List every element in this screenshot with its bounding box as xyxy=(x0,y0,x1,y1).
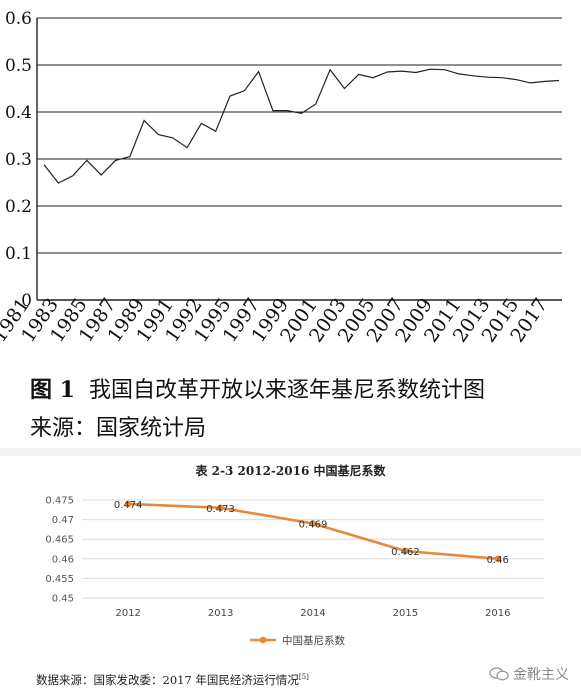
y-tick-label: 0.3 xyxy=(5,150,32,170)
section-divider xyxy=(0,448,581,456)
y-tick-label: 0.455 xyxy=(45,574,74,585)
y-tick-label: 0.475 xyxy=(45,496,74,507)
data-point xyxy=(402,547,409,555)
data-source-note: 数据来源：国家发改委：2017 年国民经济运行情况[5] xyxy=(36,672,309,688)
data-point xyxy=(217,504,224,512)
legend-marker xyxy=(259,636,267,644)
x-tick-label: 2013 xyxy=(208,608,233,619)
gini-series-line xyxy=(128,502,498,561)
figure-source: 来源：国家统计局 xyxy=(30,416,207,441)
y-tick-label: 0.4 xyxy=(5,103,32,123)
data-label: 0.462 xyxy=(391,547,420,558)
gini-2012-2016-chart: 0.475 0.47 0.465 0.46 0.455 0.45 0.474 0.473 0.4… xyxy=(45,496,544,647)
y-tick-label: 0.45 xyxy=(52,594,74,605)
watermark: 金靴主义 xyxy=(489,664,569,684)
x-tick-label: 2015 xyxy=(393,608,418,619)
y-tick-label: 0.46 xyxy=(52,554,74,565)
figure-caption-text: 我国自改革开放以来逐年基尼系数统计图 xyxy=(88,378,485,403)
data-label: 0.473 xyxy=(206,504,235,515)
data-label: 0.474 xyxy=(114,500,143,511)
table-title: 表 2-3 2012-2016 中国基尼系数 xyxy=(195,464,386,478)
legend-label: 中国基尼系数 xyxy=(282,634,345,647)
y-tick-label: 0.6 xyxy=(5,9,32,29)
y-tick-label: 0.1 xyxy=(5,244,32,264)
data-source-text: 数据来源：国家发改委：2017 年国民经济运行情况 xyxy=(36,673,299,687)
y-tick-label: 0.465 xyxy=(45,535,74,546)
data-label: 0.46 xyxy=(487,555,509,566)
y-tick-label: 0 xyxy=(21,291,32,311)
y-tick-label: 0.5 xyxy=(5,56,32,76)
gini-series-line xyxy=(43,68,560,184)
y-tick-label: 0.2 xyxy=(5,197,32,217)
data-point xyxy=(124,500,132,508)
figure-caption: 图 1 我国自改革开放以来逐年基尼系数统计图 xyxy=(30,372,485,404)
data-label: 0.469 xyxy=(299,520,328,531)
figure-number: 图 1 xyxy=(30,377,75,403)
x-tick-label: 2012 xyxy=(115,608,140,619)
wechat-icon xyxy=(489,667,509,681)
x-tick-label: 2016 xyxy=(485,608,510,619)
x-tick-label: 2014 xyxy=(300,608,325,619)
data-point xyxy=(494,555,502,563)
gini-1981-2017-chart: 00.10.20.30.40.50.6198119831985198719891… xyxy=(0,9,562,346)
watermark-text: 金靴主义 xyxy=(513,667,569,683)
data-point xyxy=(309,520,317,527)
reference-marker: [5] xyxy=(298,673,309,682)
y-tick-label: 0.47 xyxy=(52,515,74,526)
